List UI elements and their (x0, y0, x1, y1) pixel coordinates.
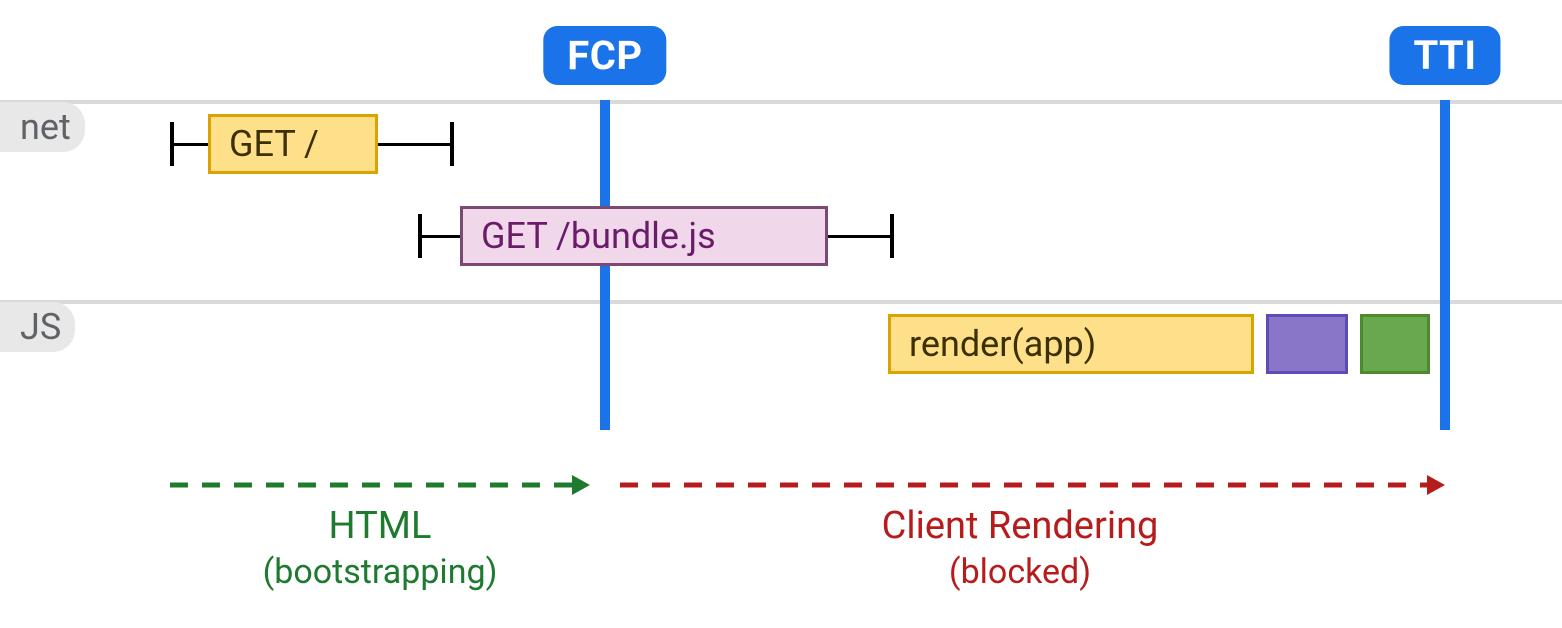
whisker-tick-get-root-left (170, 122, 174, 166)
whisker-get-root-right (378, 143, 450, 146)
milestone-line-tti (1440, 100, 1450, 430)
gridline-js (0, 300, 1562, 304)
js-bar-green (1360, 314, 1430, 374)
net-bar-get-root-label: GET / (229, 123, 319, 165)
whisker-tick-get-root-right (450, 122, 454, 166)
phase-arrow-client (608, 465, 1457, 505)
milestone-fcp: FCP (543, 26, 666, 85)
net-bar-get-bundle-label: GET /bundle.js (481, 215, 716, 257)
whisker-tick-get-bundle-left (418, 214, 422, 258)
whisker-get-bundle-right (828, 235, 890, 238)
whisker-tick-get-bundle-right (890, 214, 894, 258)
js-bar-purple (1266, 314, 1348, 374)
timeline-diagram: net JS FCP TTI GET / GET /bundle.js rend… (0, 0, 1562, 628)
net-bar-get-bundle: GET /bundle.js (460, 206, 828, 266)
lane-label-js: JS (0, 302, 75, 352)
lane-label-net: net (0, 102, 85, 152)
phase-sublabel-html: (bootstrapping) (263, 552, 498, 592)
phase-arrow-html (158, 465, 602, 505)
phase-label-client: Client Rendering (882, 504, 1159, 548)
js-bar-render-label: render(app) (909, 323, 1096, 365)
net-bar-get-root: GET / (208, 114, 378, 174)
phase-sublabel-client: (blocked) (949, 552, 1091, 592)
phase-label-html: HTML (329, 504, 432, 548)
milestone-tti: TTI (1389, 26, 1500, 85)
js-bar-render: render(app) (888, 314, 1254, 374)
whisker-get-bundle-left (418, 235, 460, 238)
whisker-get-root-left (170, 143, 208, 146)
gridline-net (0, 100, 1562, 104)
